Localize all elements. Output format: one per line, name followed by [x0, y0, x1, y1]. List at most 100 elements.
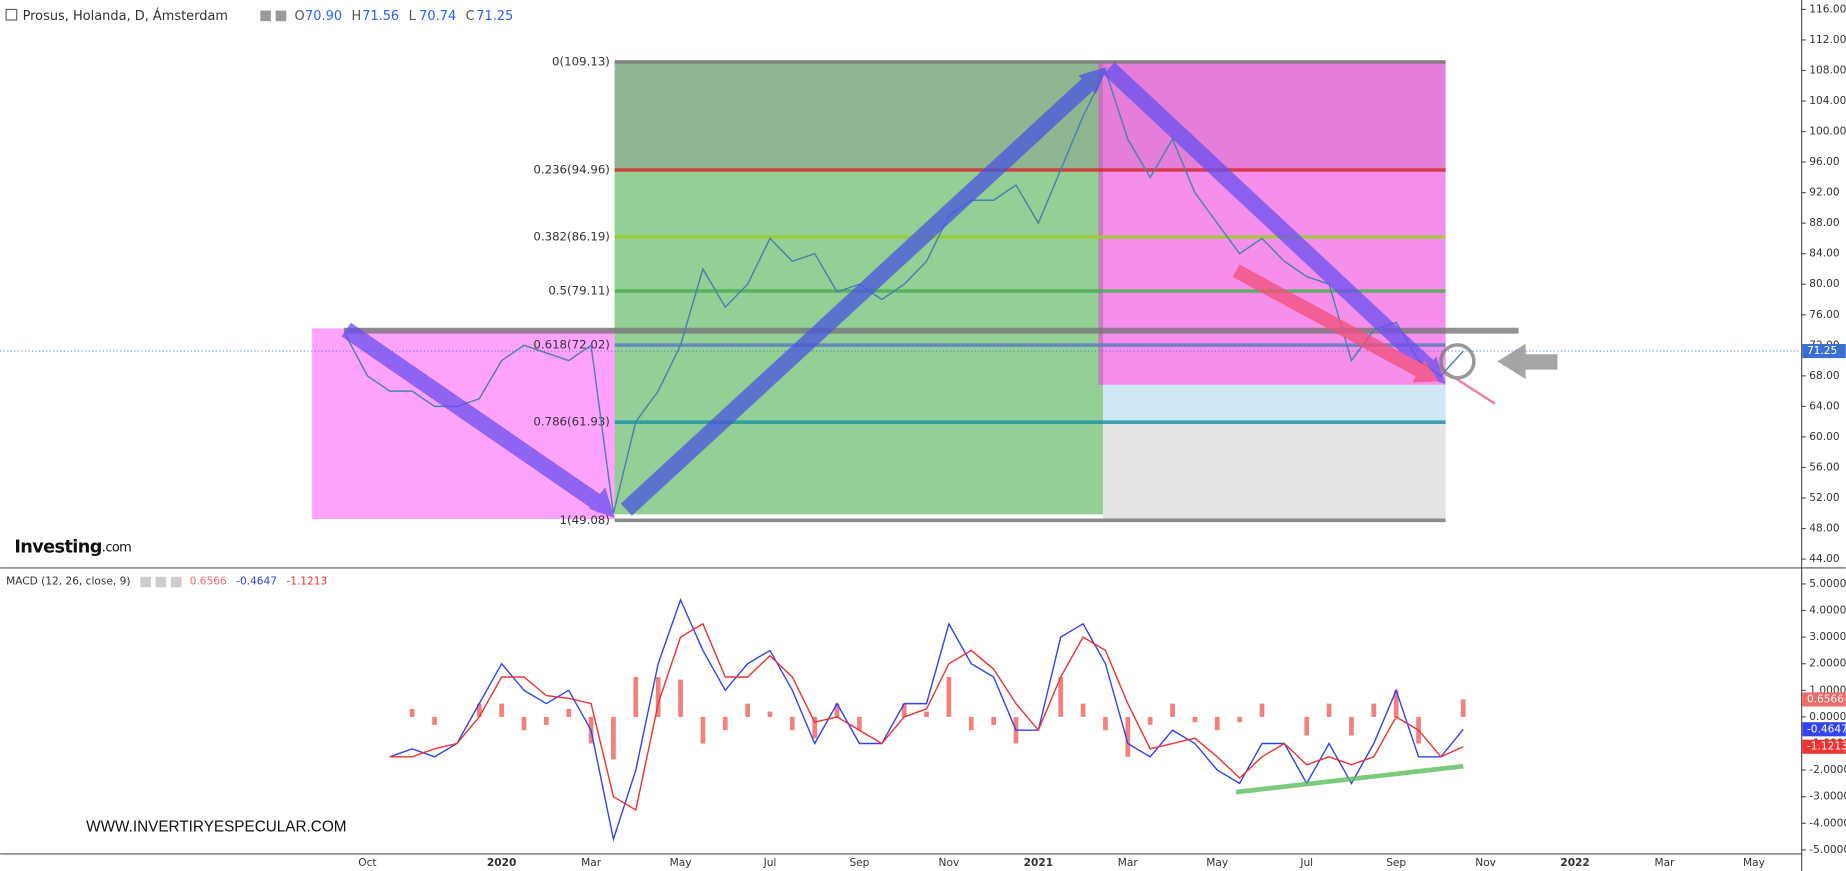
value-tag — [1802, 739, 1846, 754]
drawings-front — [341, 62, 1558, 518]
y-tick-label: 0.0000 — [1809, 711, 1846, 723]
histogram-bar — [611, 716, 616, 760]
histogram-bar — [700, 716, 706, 744]
ohlc-value: 71.56 — [362, 9, 399, 24]
macd-value: -0.4647 — [236, 575, 277, 587]
histogram-bar — [1326, 703, 1332, 717]
x-tick-label: 2020 — [487, 857, 516, 869]
histogram-bar — [745, 703, 750, 717]
value-tag — [1802, 722, 1846, 737]
ohlc-key: C — [466, 9, 475, 24]
y-tick-label: -4.0000 — [1809, 817, 1846, 829]
ohlc: O 70.90 H 71.56 L 70.74 C 71.25 — [260, 9, 513, 24]
ohlc-value: 70.90 — [305, 9, 342, 24]
trend-line — [1235, 763, 1464, 795]
macd-value: 0.6566 — [190, 575, 227, 587]
histogram-bar — [1460, 699, 1466, 717]
value-tag-label: -1.1213 — [1807, 741, 1846, 753]
y-tick-label: 52.00 — [1809, 492, 1840, 504]
histogram-bar — [409, 708, 415, 717]
x-tick-label: May — [670, 857, 692, 869]
pane-button[interactable] — [140, 576, 151, 588]
histogram-bar — [566, 708, 572, 717]
y-tick-label: 2.0000 — [1809, 658, 1846, 670]
y-tick-label: 56.00 — [1809, 461, 1840, 473]
fib-label: 0.618(72.02) — [533, 338, 610, 352]
histogram-bar — [633, 677, 639, 717]
ohlc-key: O — [294, 9, 304, 24]
header: Prosus, Holanda, D, Ámsterdam O 70.90 H 71.… — [5, 8, 513, 587]
arrow-head — [1412, 360, 1439, 383]
value-tag-label: -0.4647 — [1807, 723, 1846, 735]
histogram-bar — [946, 677, 952, 717]
fib-label: 0.5(79.11) — [548, 284, 610, 298]
histogram-bar — [521, 716, 527, 731]
y-tick-label: 3.0000 — [1809, 631, 1846, 643]
histogram-bar — [857, 716, 862, 731]
collapse-icon[interactable] — [5, 8, 18, 21]
x-tick-label: May — [1743, 857, 1765, 869]
fib-label: 0.786(61.93) — [533, 415, 610, 429]
y-tick-label: 108.00 — [1809, 64, 1846, 76]
settings-icon[interactable] — [275, 10, 287, 22]
histogram-bar — [968, 716, 974, 731]
logo-brand: Investing — [14, 537, 101, 557]
histogram-bar — [1304, 716, 1310, 736]
macd-values: 0.6566 -0.4647 -1.1213 — [140, 575, 327, 587]
histogram-bar — [1237, 716, 1242, 723]
arrow-head — [1078, 67, 1107, 95]
macd-value: -1.1213 — [286, 575, 327, 587]
y-tick-label: 96.00 — [1809, 156, 1840, 168]
y-tick-label: 88.00 — [1809, 217, 1840, 229]
x-tick-label: Sep — [849, 857, 869, 869]
settings-icon[interactable] — [260, 10, 271, 22]
y-tick-label: -2.0000 — [1809, 764, 1846, 776]
logo: Investing.com — [14, 537, 131, 557]
value-tag — [1802, 692, 1846, 707]
histogram-bar — [767, 711, 773, 717]
histogram-bar — [476, 703, 482, 717]
pointer-arrow — [1497, 343, 1558, 380]
value-tag — [1802, 343, 1846, 359]
histogram-bar — [1170, 703, 1175, 717]
ohlc-value: 70.74 — [419, 9, 456, 24]
x-tick-label: Mar — [1655, 857, 1676, 869]
y-tick-label: 112.00 — [1809, 34, 1846, 46]
y-tick-label: 84.00 — [1809, 248, 1840, 260]
histogram-bar — [924, 711, 929, 717]
y-tick-label: 64.00 — [1809, 400, 1840, 412]
histogram-bar — [1103, 716, 1108, 731]
y-tick-label: 4.0000 — [1809, 605, 1846, 617]
zone — [1103, 384, 1446, 422]
x-tick-label: Jul — [763, 857, 777, 869]
histogram-bar — [1349, 716, 1354, 736]
x-tick-label: Mar — [581, 857, 602, 869]
histogram-bar — [1125, 716, 1131, 757]
histogram-bar — [1192, 716, 1198, 723]
x-tick-label: Sep — [1386, 857, 1406, 869]
histogram-bar — [432, 716, 437, 725]
histogram-bar — [1058, 677, 1064, 717]
value-tag-label: 0.6566 — [1807, 693, 1844, 705]
histogram-bar — [789, 716, 795, 731]
arrow — [1103, 62, 1440, 378]
x-tick-label: 2022 — [1560, 857, 1589, 869]
x-tick-label: 2021 — [1024, 857, 1053, 869]
y-tick-label: 68.00 — [1809, 370, 1840, 382]
x-tick-label: Jul — [1299, 857, 1313, 869]
y-tick-label: 92.00 — [1809, 187, 1840, 199]
histogram-bar — [499, 703, 504, 717]
y-tick-label: -3.0000 — [1809, 791, 1846, 803]
histogram-bar — [722, 716, 728, 731]
logo-suffix: .com — [102, 540, 131, 555]
pane-button[interactable] — [155, 576, 167, 588]
pane-button[interactable] — [170, 576, 182, 588]
value-tag-label: 71.25 — [1807, 345, 1837, 357]
histogram-bar — [1147, 716, 1153, 725]
y-tick-label: 104.00 — [1809, 95, 1846, 107]
ohlc-key: H — [352, 9, 362, 24]
x-tick-label: Mar — [1118, 857, 1139, 869]
